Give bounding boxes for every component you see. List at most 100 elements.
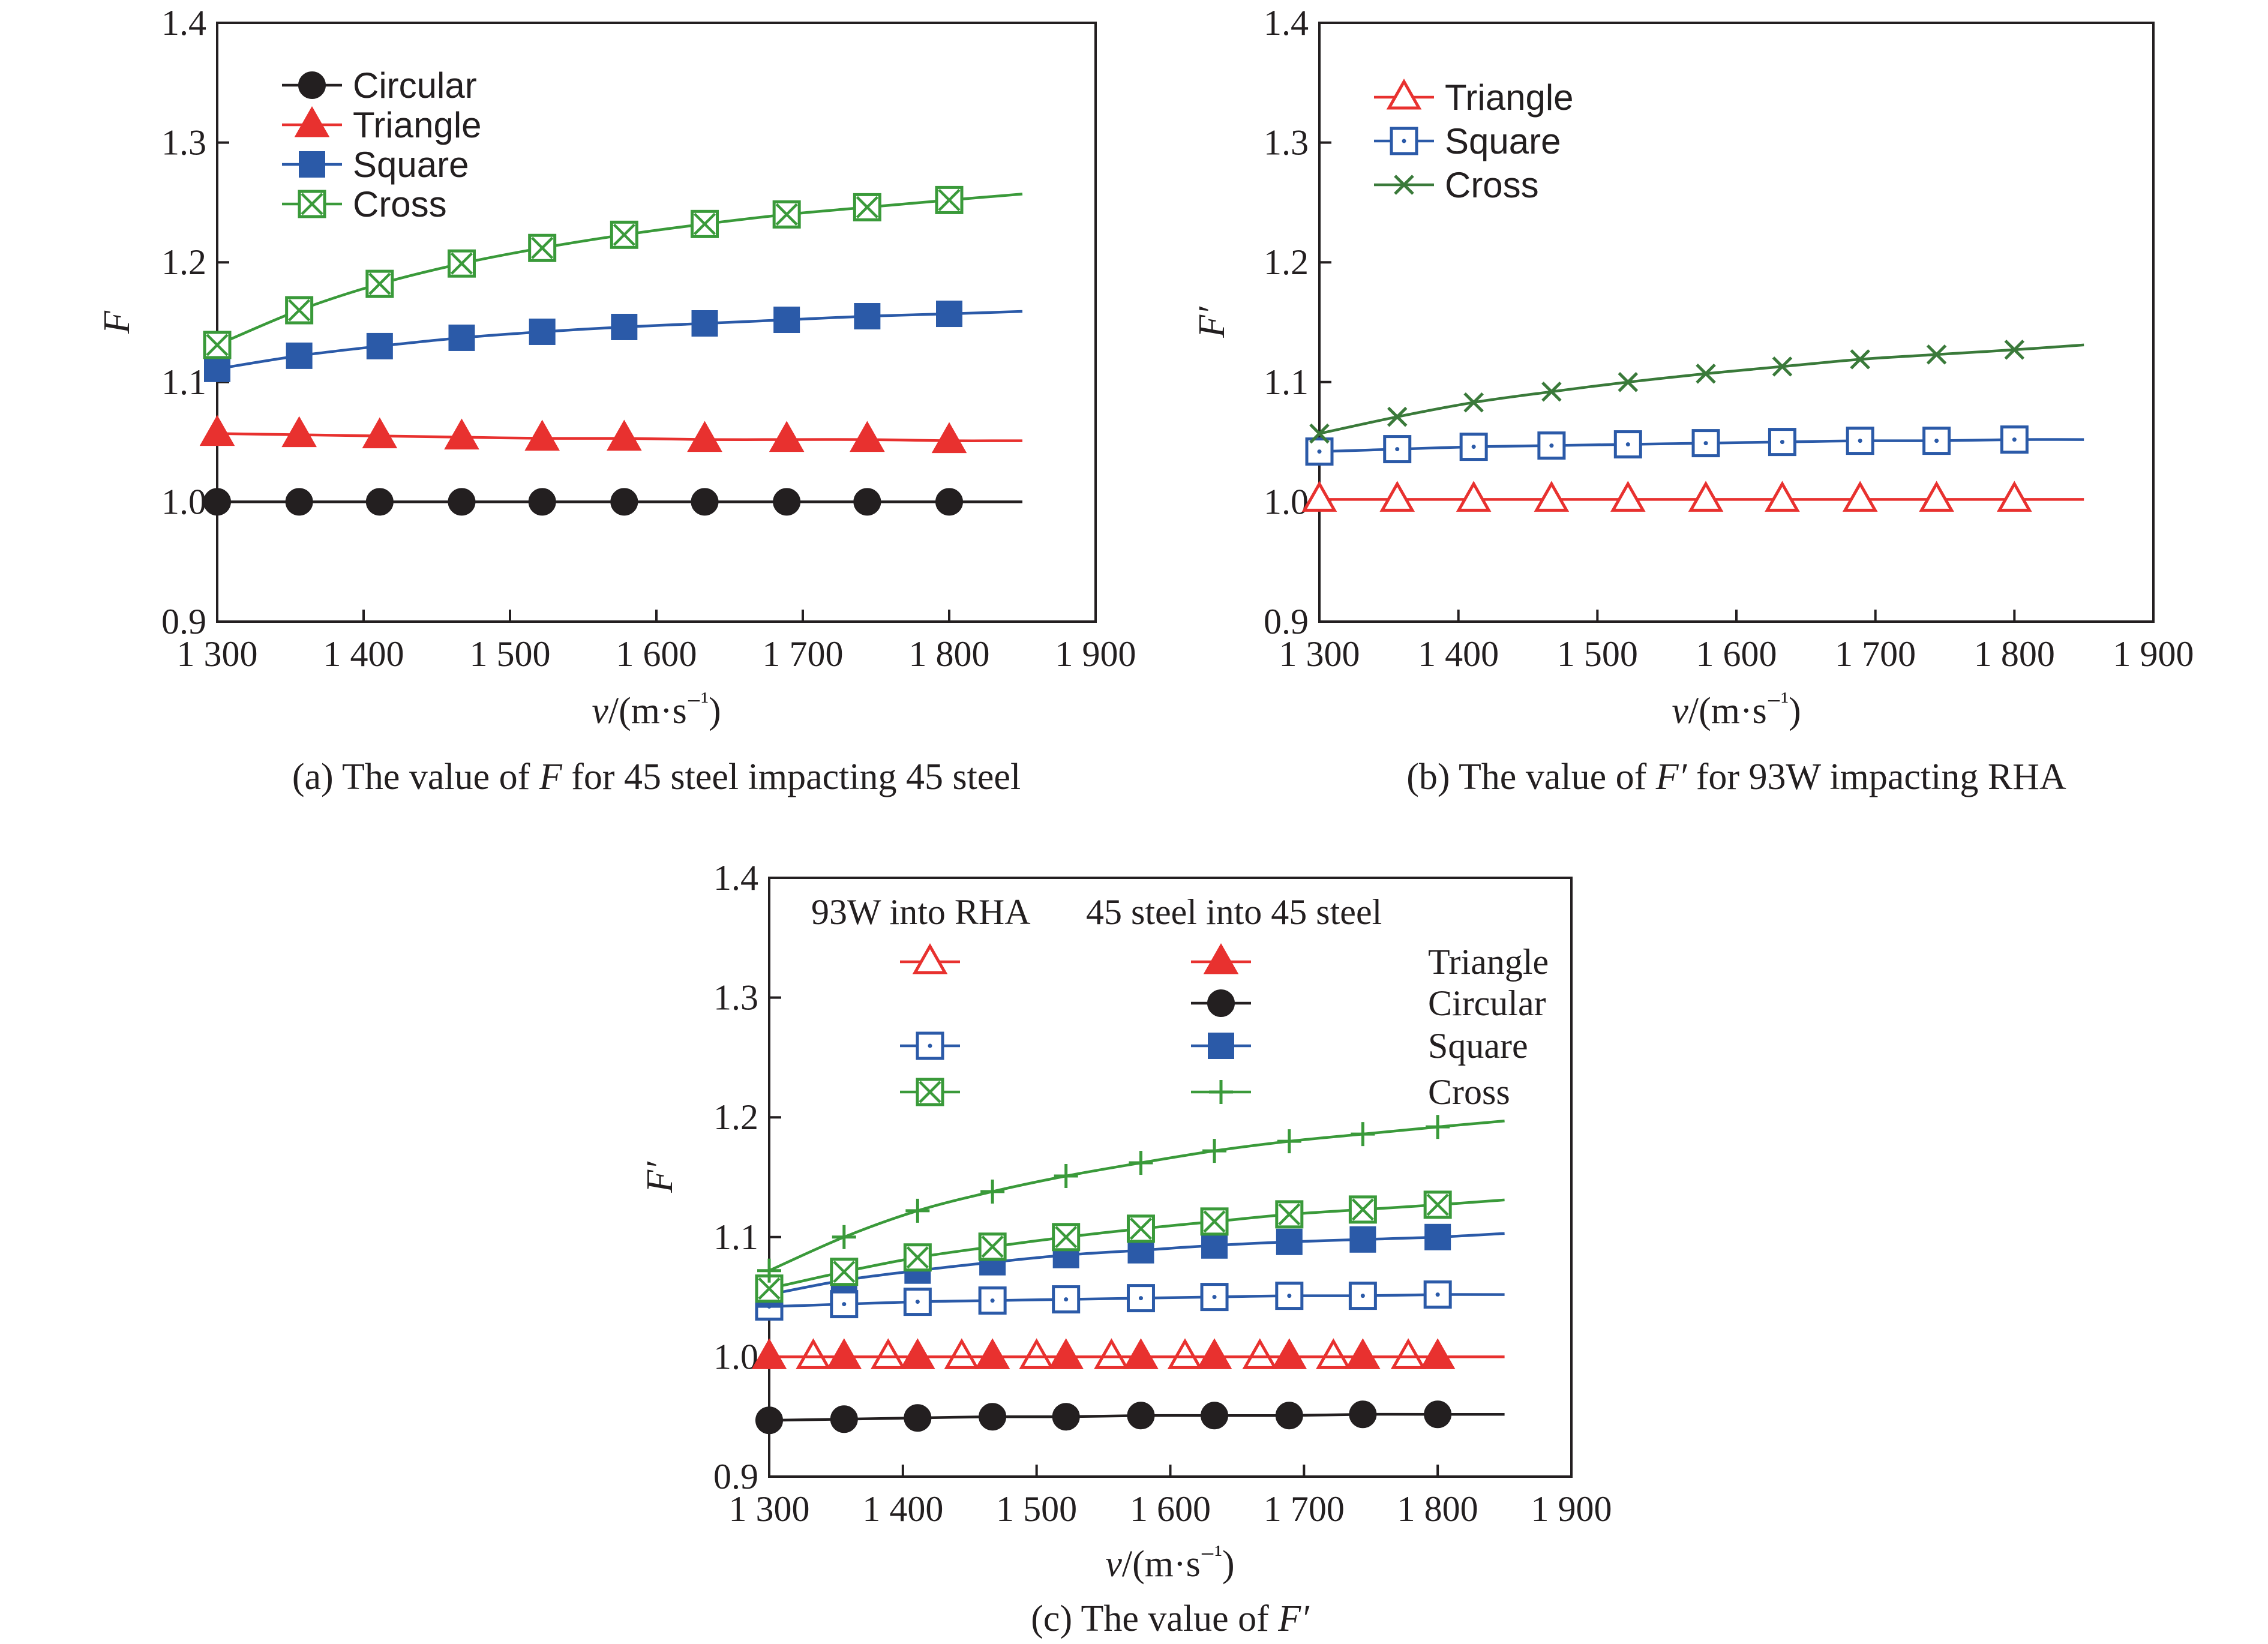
panel-b-point-cross <box>2004 340 2025 360</box>
panel-c-x-tick-label: 1 300 <box>729 1489 810 1529</box>
panel-b-point-triangle <box>1997 481 2032 512</box>
panel-a-plot-frame <box>216 22 1097 623</box>
panel-c-legend-label: Square <box>1428 1026 1528 1066</box>
panel-c-point-93w-into-rha-cross <box>1423 1190 1452 1219</box>
panel-b-chart: 1 300 1 400 1 500 1 600 1 700 1 800 1 900 0.9 1.… <box>1192 3 2194 797</box>
panel-c-point-93w-into-rha-square <box>1275 1282 1304 1310</box>
panel-b-x-tick-label: 1 300 <box>1279 634 1360 674</box>
panel-a-x-tick-label: 1 500 <box>470 634 551 674</box>
panel-c-point-93w-into-rha-square <box>1126 1284 1155 1313</box>
panel-a-point-triangle <box>687 421 722 452</box>
panel-c-point-45-steel-into-45-steel-circular <box>979 1403 1007 1431</box>
panel-c-point-45-steel-into-45-steel-triangle <box>826 1338 862 1369</box>
panel-c-legend-label: Triangle <box>1428 942 1549 982</box>
panel-a-point-square <box>691 310 718 337</box>
panel-c-legend: 93W into RHA 45 steel into 45 steel Triang… <box>811 892 1549 1112</box>
panel-c-y-tick-label: 1.3 <box>713 978 758 1018</box>
panel-a-y-tick-label: 1.3 <box>161 123 206 163</box>
panel-a-point-cross <box>528 233 557 262</box>
panel-a-y-tick-label: 0.9 <box>161 602 206 641</box>
panel-a-x-tick-label: 1 800 <box>909 634 990 674</box>
panel-c-x-tick-label: 1 700 <box>1264 1489 1345 1529</box>
panel-c-legend-marker <box>916 1078 944 1106</box>
panel-c-chart: 1 300 1 400 1 500 1 600 1 700 1 800 1 900 0.9 1.… <box>640 858 1612 1639</box>
panel-c-point-45-steel-into-45-steel-triangle <box>1048 1338 1084 1369</box>
panel-c-point-93w-into-rha-triangle <box>796 1338 831 1369</box>
panel-a-point-triangle <box>931 422 967 454</box>
panel-c-point-93w-into-rha-cross <box>755 1274 784 1303</box>
panel-a-point-cross <box>447 249 476 278</box>
panel-b-legend-label: Triangle <box>1445 77 1574 118</box>
panel-c-legend-marker <box>1209 1080 1233 1104</box>
panel-c-point-45-steel-into-45-steel-circular <box>904 1404 932 1432</box>
panel-a-legend-label: Cross <box>353 184 447 224</box>
panel-c-point-45-steel-into-45-steel-cross <box>1351 1122 1375 1147</box>
panel-a-point-square <box>773 307 800 334</box>
panel-b-legend-marker <box>1386 78 1422 110</box>
panel-b-ticks: 1 300 1 400 1 500 1 600 1 700 1 800 1 900 0.9 1.… <box>1264 3 2194 674</box>
panel-b-point-triangle <box>1610 481 1646 512</box>
panel-a-y-axis-label: F <box>97 310 137 334</box>
panel-a-point-circular <box>853 488 881 516</box>
panel-a-point-cross <box>203 331 232 359</box>
panel-c-x-tick-label: 1 600 <box>1130 1489 1211 1529</box>
panel-b-point-square <box>1922 427 1951 455</box>
panel-b-point-triangle <box>1534 481 1570 512</box>
panel-c-point-93w-into-rha-cross <box>1275 1200 1304 1229</box>
panel-b-point-cross <box>1772 356 1793 377</box>
panel-c-point-93w-into-rha-triangle <box>1242 1338 1278 1369</box>
panel-c-point-45-steel-into-45-steel-square <box>1424 1223 1451 1250</box>
panel-b-point-triangle <box>1379 481 1415 512</box>
panel-c-point-93w-into-rha-cross <box>1200 1207 1229 1236</box>
panel-a-series <box>199 185 1023 516</box>
panel-c-y-tick-label: 1.1 <box>713 1217 758 1257</box>
panel-a-point-triangle <box>199 415 235 446</box>
panel-c-point-93w-into-rha-square <box>978 1286 1007 1315</box>
panel-a-x-tick-label: 1 600 <box>616 634 697 674</box>
panel-c-legend-marker <box>1203 943 1239 974</box>
panel-b-series-line-cross <box>1319 343 2084 435</box>
panel-c-x-tick-label: 1 900 <box>1531 1489 1612 1529</box>
panel-a-point-circular <box>365 488 394 516</box>
panel-c-point-93w-into-rha-triangle <box>1316 1338 1351 1369</box>
panel-a-point-square <box>286 342 313 369</box>
panel-a-y-tick-label: 1.1 <box>161 362 206 402</box>
panel-b-legend-marker <box>1394 175 1414 195</box>
panel-a-point-square <box>854 303 881 330</box>
panel-a-legend-marker <box>298 71 326 99</box>
panel-a-point-triangle <box>362 417 398 449</box>
panel-c-legend-marker <box>912 943 948 974</box>
panel-c-point-45-steel-into-45-steel-triangle <box>1345 1338 1381 1369</box>
panel-a-legend-marker <box>298 190 326 218</box>
panel-b-point-square <box>1537 431 1566 460</box>
panel-b-series <box>1301 340 2084 512</box>
panel-c-legend-label: Cross <box>1428 1072 1510 1112</box>
panel-c-y-tick-label: 1.0 <box>713 1337 758 1376</box>
panel-c-point-93w-into-rha-square <box>830 1290 859 1319</box>
panel-b-legend-marker <box>1390 127 1418 155</box>
panel-a-point-square <box>204 355 230 382</box>
panel-c-point-93w-into-rha-square <box>1200 1283 1229 1312</box>
panel-b-point-cross <box>1926 344 1947 365</box>
panel-c-point-45-steel-into-45-steel-triangle <box>1196 1338 1232 1369</box>
panel-c-point-45-steel-into-45-steel-triangle <box>974 1338 1010 1369</box>
panel-a-x-axis-label: v/(m·s−¹) <box>592 688 721 731</box>
panel-c-caption: (c) The value of F′ <box>1031 1598 1310 1639</box>
panel-c-point-93w-into-rha-triangle <box>1094 1338 1129 1369</box>
panel-b-point-square <box>1383 435 1412 464</box>
panel-b-x-tick-label: 1 900 <box>2113 634 2194 674</box>
panel-c-y-tick-label: 1.2 <box>713 1097 758 1137</box>
panel-a-legend-marker <box>299 151 325 178</box>
panel-b-point-triangle <box>1919 481 1954 512</box>
panel-c-point-93w-into-rha-cross <box>1052 1223 1081 1252</box>
panel-a-point-cross <box>610 220 638 249</box>
panel-a-point-square <box>366 332 393 359</box>
panel-a-point-cross <box>935 185 964 214</box>
panel-c-point-93w-into-rha-square <box>1348 1282 1377 1310</box>
panel-a-legend-label: Square <box>353 145 469 185</box>
panel-a-chart: 1 300 1 400 1 500 1 600 1 700 1 800 1 900 0.9 1.… <box>97 3 1136 797</box>
panel-a-ticks: 1 300 1 400 1 500 1 600 1 700 1 800 1 900 0.9 1.… <box>161 3 1136 674</box>
panel-c-legend-marker <box>1208 1033 1234 1059</box>
